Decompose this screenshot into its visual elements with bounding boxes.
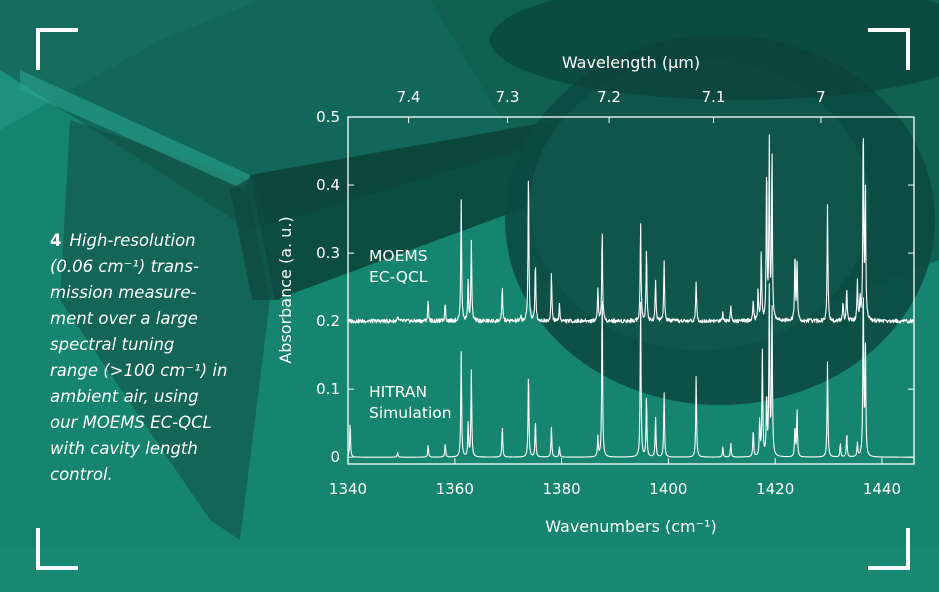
series-label: MOEMS (369, 247, 428, 265)
x-tick-label: 1440 (863, 480, 901, 498)
y-tick-label: 0.5 (316, 108, 340, 126)
series-line-hitran (347, 283, 915, 458)
frame-corner-top-right (868, 28, 910, 70)
figure-number: 4 (50, 231, 62, 250)
y-tick-label: 0.1 (316, 380, 340, 398)
x-axis: 1340 1360 1380 1400 1420 1440 (329, 458, 901, 498)
series-labels: MOEMS EC-QCL HITRAN Simulation (369, 247, 452, 422)
top-axis: 7.4 7.3 7.2 7.1 7 (397, 88, 826, 123)
x-tick-label: 1340 (329, 480, 367, 498)
series-label: Simulation (369, 404, 452, 422)
top-tick-label: 7.3 (496, 88, 520, 106)
y-axis-title: Absorbance (a. u.) (276, 216, 295, 363)
plot-frame (347, 116, 915, 465)
y-tick-label: 0 (330, 448, 340, 466)
x-axis-title: Wavenumbers (cm⁻¹) (545, 517, 717, 536)
y-tick-label: 0.4 (316, 176, 340, 194)
spectra-group (347, 134, 915, 458)
top-tick-label: 7.1 (702, 88, 726, 106)
x-tick-label: 1360 (436, 480, 474, 498)
x-tick-label: 1400 (649, 480, 687, 498)
caption-text: High-resolution (0.06 cm⁻¹) trans- missi… (50, 231, 228, 484)
series-line-moems (347, 134, 915, 324)
x-tick-label: 1420 (756, 480, 794, 498)
figure-caption: 4 High-resolution (0.06 cm⁻¹) trans- miss… (50, 228, 260, 488)
top-tick-label: 7.4 (397, 88, 421, 106)
y-tick-label: 0.2 (316, 312, 340, 330)
x-tick-label: 1380 (542, 480, 580, 498)
series-label: EC-QCL (369, 268, 428, 286)
y-axis: 0 0.1 0.2 0.3 0.4 0.5 (316, 108, 914, 466)
frame-corner-bottom-left (36, 528, 78, 570)
y-tick-label: 0.3 (316, 244, 340, 262)
top-axis-title: Wavelength (µm) (562, 53, 700, 72)
series-label: HITRAN (369, 383, 427, 401)
frame-corner-bottom-right (868, 528, 910, 570)
top-tick-label: 7.2 (597, 88, 621, 106)
frame-corner-top-left (36, 28, 78, 70)
top-tick-label: 7 (816, 88, 826, 106)
